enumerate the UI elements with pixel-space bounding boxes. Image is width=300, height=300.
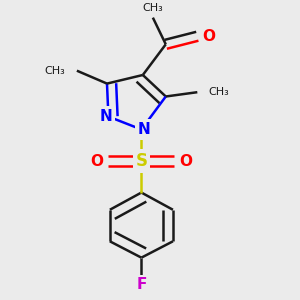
Text: O: O	[202, 29, 215, 44]
Text: CH₃: CH₃	[142, 3, 163, 13]
Text: S: S	[135, 152, 147, 170]
Text: N: N	[138, 122, 151, 137]
Text: O: O	[91, 154, 103, 169]
Text: CH₃: CH₃	[45, 66, 65, 76]
Text: CH₃: CH₃	[209, 87, 230, 97]
Text: O: O	[179, 154, 192, 169]
Text: N: N	[99, 109, 112, 124]
Text: F: F	[136, 277, 147, 292]
